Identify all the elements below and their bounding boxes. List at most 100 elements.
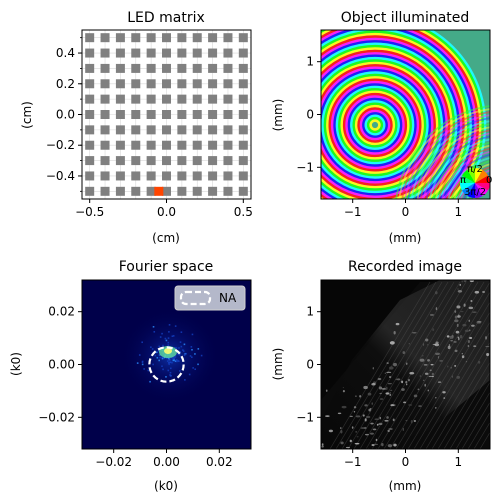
speckle-spot: [495, 308, 497, 310]
phase-ring: [321, 30, 482, 199]
speckle-spot: [375, 438, 378, 442]
led-marker: [238, 125, 248, 135]
phase-wheel-label-top: π/2: [467, 164, 483, 175]
y-tick-label: −0.4: [46, 169, 75, 183]
speckle-dot: [169, 374, 171, 376]
speckle-spot: [402, 351, 406, 354]
speckle-dot: [177, 360, 179, 362]
speckle-spot: [408, 404, 413, 406]
speckle-dot: [166, 360, 169, 362]
speckle-spot: [427, 389, 429, 392]
speckle-spot: [367, 458, 369, 461]
speckle-spot: [442, 391, 446, 394]
speckle-spot: [447, 365, 449, 368]
speckle-spot: [345, 446, 351, 449]
led-marker: [85, 94, 95, 104]
phase-ring: [321, 71, 429, 179]
speckle-dot: [150, 346, 152, 349]
led-marker: [115, 63, 125, 73]
active-led-marker: [154, 186, 164, 196]
speckle-dot: [168, 324, 171, 326]
speckle-spot: [467, 344, 469, 348]
speckle-dot: [173, 357, 176, 360]
speckle-spot: [453, 341, 457, 343]
object-illuminated-panel: Object illuminated π/2 π 0 3π/2 −1 0 1 −1 0…: [271, 10, 492, 245]
fringe-line: [407, 311, 490, 449]
led-marker: [131, 79, 141, 89]
speckle-spot: [454, 310, 457, 313]
fringe-line: [449, 381, 490, 449]
led-marker: [131, 156, 141, 166]
speckle-spot: [495, 303, 499, 306]
speckle-spot: [408, 343, 410, 345]
led-marker: [208, 110, 218, 119]
led-marker: [162, 48, 171, 58]
speckle-spot: [456, 305, 461, 309]
led-marker: [192, 186, 202, 196]
speckle-spot: [349, 439, 352, 443]
speckle-spot: [493, 287, 496, 289]
x-tick-label: 0.00: [153, 455, 180, 469]
phase-ring: [321, 30, 472, 199]
speckle-dot: [179, 341, 182, 343]
led-marker: [177, 186, 187, 196]
y-tick-label: 0.02: [48, 305, 75, 319]
fringe-line: [341, 281, 443, 449]
phase-ring: [321, 49, 451, 199]
speckle-spot: [467, 339, 470, 344]
x-axis-label: (cm): [152, 231, 180, 245]
speckle-spot: [411, 332, 417, 334]
speckle-spot: [389, 341, 395, 345]
led-marker: [85, 79, 95, 89]
phase-wheel-label-right: 0: [486, 175, 492, 186]
speckle-dot: [168, 357, 170, 360]
speckle-dot: [182, 350, 185, 352]
speckle-dot: [136, 362, 139, 364]
speckle-spot: [402, 427, 404, 432]
speckle-spot: [340, 429, 343, 434]
speckle-dot: [141, 341, 143, 344]
speckle-dot: [185, 352, 188, 355]
led-marker: [131, 33, 141, 43]
phase-wheel-label-left: π: [460, 175, 466, 186]
led-marker: [146, 48, 156, 58]
speckle-spot: [378, 422, 383, 426]
phase-ring: [328, 78, 422, 172]
led-marker: [177, 171, 187, 181]
led-marker: [192, 79, 202, 89]
speckle-spot: [485, 346, 490, 348]
speckle-spot: [485, 336, 487, 340]
led-marker: [100, 186, 110, 196]
speckle-spot: [346, 471, 349, 474]
speckle-spot: [325, 389, 328, 392]
speckle-dot: [174, 360, 177, 362]
x-tick-label: 0.0: [157, 205, 176, 219]
y-tick-label: 0.2: [56, 77, 75, 91]
speckle-spot: [373, 443, 379, 446]
speckle-spot: [384, 419, 389, 422]
speckle-spot: [353, 406, 357, 409]
speckle-spot: [451, 375, 453, 379]
y-tick-label: −0.2: [46, 138, 75, 152]
x-axis-label: (mm): [389, 479, 422, 493]
speckle-dot: [168, 331, 170, 333]
speckle-spot: [377, 378, 382, 381]
phase-ring: [330, 80, 420, 170]
fringe-line: [413, 321, 490, 449]
led-marker: [131, 94, 141, 104]
led-marker: [146, 186, 156, 196]
phase-ring: [364, 114, 386, 136]
led-marker: [115, 110, 125, 119]
x-tick-label: −0.02: [95, 455, 132, 469]
speckle-spot: [390, 389, 393, 392]
speckle-spot: [389, 394, 392, 396]
phase-wheel-label-bottom: 3π/2: [464, 187, 486, 198]
phase-ring: [357, 107, 393, 143]
speckle-spot: [468, 319, 470, 323]
speckle-spot: [395, 322, 400, 326]
speckle-spot: [355, 395, 357, 397]
speckle-spot: [455, 330, 460, 334]
speckle-dot: [153, 331, 156, 333]
phase-ring: [362, 112, 388, 138]
speckle-spot: [424, 383, 427, 387]
